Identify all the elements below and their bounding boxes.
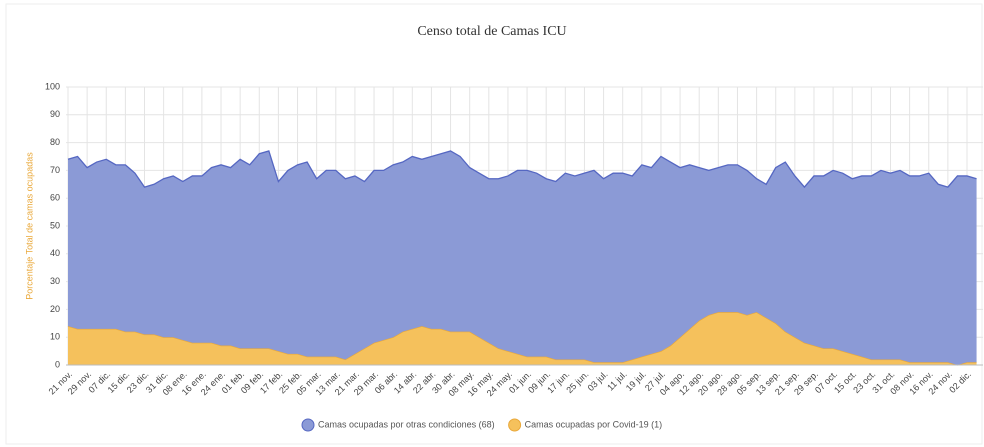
y-tick-label: 90 — [50, 109, 60, 119]
y-tick-label: 50 — [50, 220, 60, 230]
y-tick-label: 70 — [50, 165, 60, 175]
y-tick-label: 0 — [55, 359, 60, 369]
area-line — [67, 150, 977, 189]
x-tick-label: 02 dic. — [947, 369, 973, 395]
x-tick-label: 25 jun. — [564, 369, 590, 395]
chart-title: Censo total de Camas ICU — [417, 24, 566, 39]
legend-label: Camas ocupadas por otras condiciones (68… — [318, 419, 495, 429]
y-tick-label: 80 — [50, 137, 60, 147]
legend-swatch — [508, 418, 522, 432]
y-tick-label: 100 — [45, 81, 60, 91]
y-tick-label: 40 — [50, 248, 60, 258]
y-tick-label: 20 — [50, 304, 60, 314]
y-axis-label: Porcentaje Total de camas ocupadas — [24, 152, 34, 300]
card-border — [5, 3, 983, 445]
y-tick-label: 30 — [50, 276, 60, 286]
area — [68, 150, 977, 365]
legend-swatch — [301, 418, 315, 432]
x-tick-label: 19 jul. — [624, 369, 648, 393]
y-tick-label: 10 — [50, 332, 60, 342]
y-tick-label: 60 — [50, 193, 60, 203]
x-tick-label: 03 jul. — [586, 369, 610, 393]
legend-label: Camas ocupadas por Covid-19 (1) — [525, 419, 663, 429]
x-tick-label: 11 jul. — [605, 369, 629, 393]
area — [68, 312, 977, 365]
